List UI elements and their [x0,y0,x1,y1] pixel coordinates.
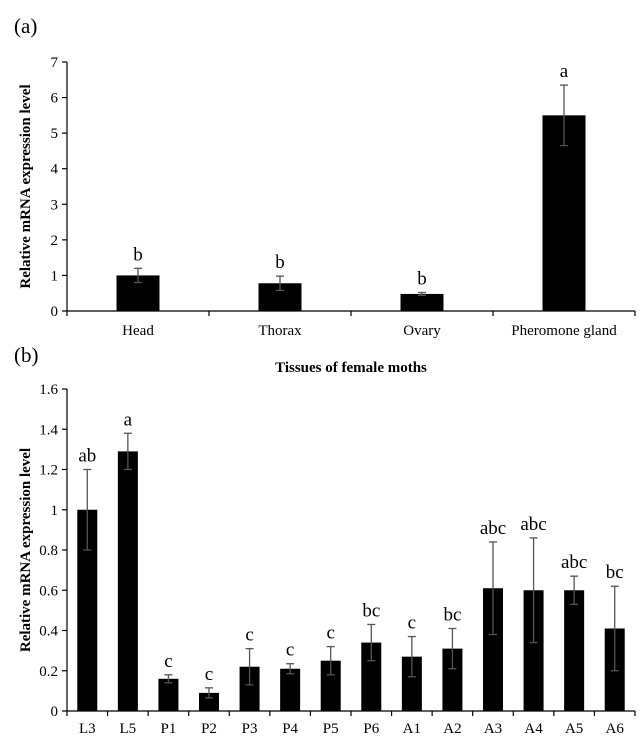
x-tick-label: A2 [443,721,461,737]
chart-panel-a: (a) 0 1 2 3 4 5 6 7 b Head b Thorax b Ovary a Pheromone … [14,14,636,376]
significance-label: c [326,623,334,644]
bar [320,660,341,711]
significance-label: b [275,252,285,273]
y-tick-label: 1.6 [39,382,58,398]
chart-panel-b: (b) 0 0.2 0.4 0.6 0.8 1 1.2 1.4 1.6 ab L3 a L5 c P1 c P2 c… [14,343,636,737]
significance-label: bc [362,600,380,621]
significance-label: c [408,613,416,634]
significance-label: abc [561,552,587,573]
bar [523,590,544,711]
y-tick-label: 7 [51,55,59,71]
y-tick-label: 2 [51,233,59,249]
significance-label: b [133,244,143,265]
bar [564,590,585,711]
bar [280,668,301,711]
bar [117,451,138,711]
x-tick-label: Pheromone gland [511,323,617,339]
bar [400,293,444,311]
y-tick-label: 5 [51,126,59,142]
significance-label: c [205,664,213,685]
bar [239,666,260,711]
bar [361,642,382,711]
x-tick-label: L5 [120,721,137,737]
y-tick-label: 0.6 [39,583,58,599]
y-tick-label: 0 [51,704,59,720]
bar [542,115,586,311]
x-tick-label: A5 [565,721,583,737]
significance-label: c [286,640,294,661]
x-tick-label: P3 [242,721,258,737]
x-tick-label: A1 [403,721,421,737]
y-tick-label: 0.2 [39,664,58,680]
x-tick-label: A4 [524,721,543,737]
y-tick-label: 1.4 [39,422,58,438]
y-axis-title: Relative mRNA expression level [18,448,34,652]
x-tick-label: A3 [484,721,502,737]
x-tick-label: Ovary [403,323,441,339]
x-tick-label: P4 [282,721,298,737]
bar [158,678,179,711]
y-tick-label: 0 [51,304,59,320]
y-tick-label: 0.8 [39,543,58,559]
y-tick-label: 1.2 [39,463,58,479]
x-tick-label: P5 [323,721,339,737]
x-tick-label: Head [122,323,154,339]
significance-label: c [245,625,253,646]
bar [483,588,503,711]
x-tick-label: A6 [606,721,625,737]
x-tick-label: Thorax [258,323,302,339]
significance-label: abc [520,514,546,535]
x-tick-label: P1 [161,721,177,737]
x-tick-label: P2 [201,721,217,737]
y-axis-title: Relative mRNA expression level [18,84,34,288]
significance-label: b [417,269,427,290]
bar [199,692,219,711]
y-tick-label: 6 [51,91,59,107]
bar [442,648,463,711]
y-tick-label: 1 [51,503,59,519]
significance-label: c [164,651,172,672]
y-tick-label: 1 [51,268,59,284]
x-axis-title: Tissues of female moths [275,360,427,376]
significance-label: bc [606,562,624,583]
x-tick-label: L3 [79,721,96,737]
x-tick-label: P6 [363,721,379,737]
y-tick-label: 4 [51,162,59,178]
significance-label: bc [443,604,461,625]
bar [77,509,98,711]
significance-label: a [124,409,133,430]
bar [401,656,422,711]
panel-label: (b) [14,343,39,367]
significance-label: ab [78,446,96,467]
y-tick-label: 0.4 [39,624,58,640]
significance-label: a [560,61,569,82]
significance-label: abc [480,518,506,539]
panel-label: (a) [14,14,37,38]
y-tick-label: 3 [51,197,59,213]
